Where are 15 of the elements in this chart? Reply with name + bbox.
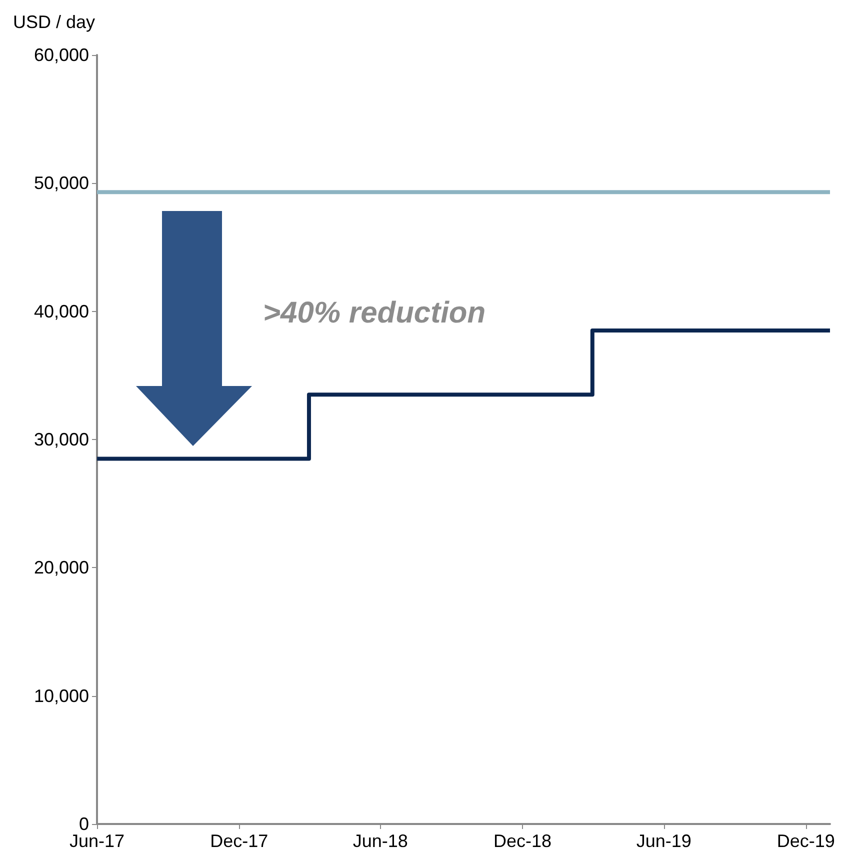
y-tick-label: 10,000 xyxy=(34,686,89,706)
y-tick-label: 20,000 xyxy=(34,558,89,578)
y-tick-label: 30,000 xyxy=(34,430,89,450)
x-tick-label: Dec-19 xyxy=(776,831,835,851)
y-tick-label: 50,000 xyxy=(34,173,89,194)
y-axis-title: USD / day xyxy=(13,12,96,32)
y-tick-label: 60,000 xyxy=(34,45,89,65)
annotation: >40% reduction xyxy=(263,296,486,330)
y-tick-label: 40,000 xyxy=(34,301,89,322)
x-tick-label: Jun-18 xyxy=(352,831,408,851)
x-tick-label: Dec-18 xyxy=(493,831,552,851)
x-tick-label: Jun-17 xyxy=(69,831,125,851)
x-tick-label: Jun-19 xyxy=(636,831,692,851)
y-tick-label: 0 xyxy=(78,814,89,834)
x-tick-label: Dec-17 xyxy=(210,831,268,851)
